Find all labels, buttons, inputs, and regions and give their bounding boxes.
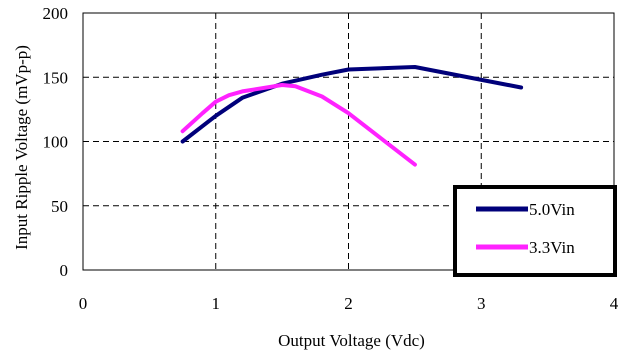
x-tick-label: 2: [344, 294, 353, 313]
legend-label-5v: 5.0Vin: [529, 200, 575, 219]
y-tick-label: 150: [43, 68, 69, 87]
legend: 5.0Vin 3.3Vin: [453, 185, 617, 277]
legend-label-3v3: 3.3Vin: [529, 238, 575, 257]
y-tick-label: 0: [60, 261, 69, 280]
x-tick-label: 1: [212, 294, 221, 313]
series-lines: [180, 65, 524, 167]
tick-labels: 0 1 2 3 4 0 50 100 150 200: [43, 4, 619, 313]
y-tick-label: 100: [43, 133, 69, 152]
y-tick-label: 50: [51, 197, 68, 216]
x-tick-label: 4: [610, 294, 619, 313]
y-tick-label: 200: [43, 4, 69, 23]
series-line-5v: [180, 65, 524, 144]
x-axis-label: Output Voltage (Vdc): [278, 331, 425, 350]
x-tick-label: 3: [477, 294, 486, 313]
x-tick-label: 0: [79, 294, 88, 313]
y-axis-label: Input Ripple Voltage (mVp-p): [12, 45, 31, 250]
legend-box: [453, 185, 617, 277]
series-line-3v3: [180, 83, 417, 167]
plot-area-frame: [82, 12, 615, 271]
